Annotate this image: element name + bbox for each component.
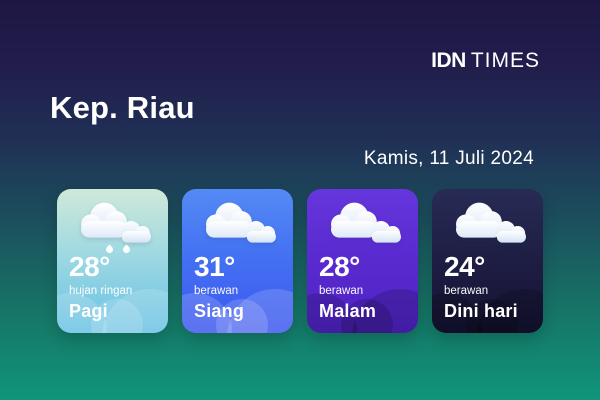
condition-label: hujan ringan: [69, 285, 133, 297]
temperature-label: 31°: [194, 251, 235, 283]
condition-label: berawan: [444, 285, 489, 297]
date-label: Kamis, 11 Juli 2024: [363, 148, 534, 169]
period-label: Malam: [319, 301, 377, 321]
period-label: Pagi: [69, 301, 108, 321]
card-text-block: 31° berawan Siang: [194, 253, 287, 322]
page-title: Kep. Riau: [50, 90, 195, 125]
temperature-label: 28°: [69, 251, 110, 283]
card-text-block: 28° berawan Malam: [319, 253, 412, 322]
clouds-icon: [451, 198, 531, 254]
condition-label: berawan: [194, 285, 239, 297]
forecast-card-pagi: 28° hujan ringan Pagi: [57, 189, 168, 333]
cloud-rain-icon: [76, 198, 156, 254]
forecast-card-siang: 31° berawan Siang: [182, 189, 293, 333]
clouds-icon: [326, 198, 406, 254]
card-text-block: 28° hujan ringan Pagi: [69, 253, 162, 322]
logo-regular-text: TIMES: [470, 49, 540, 72]
condition-label: berawan: [319, 285, 364, 297]
forecast-row: 28° hujan ringan Pagi: [57, 189, 543, 333]
logo-bold-text: IDN: [431, 49, 466, 72]
forecast-card-dini-hari: 24° berawan Dini hari: [432, 189, 543, 333]
temperature-label: 28°: [319, 251, 360, 283]
clouds-icon: [201, 198, 281, 254]
temperature-label: 24°: [444, 251, 485, 283]
period-label: Siang: [194, 301, 245, 321]
period-label: Dini hari: [444, 301, 518, 321]
idn-times-logo: IDN TIMES: [431, 50, 540, 72]
forecast-card-malam: 28° berawan Malam: [307, 189, 418, 333]
card-text-block: 24° berawan Dini hari: [444, 253, 537, 322]
